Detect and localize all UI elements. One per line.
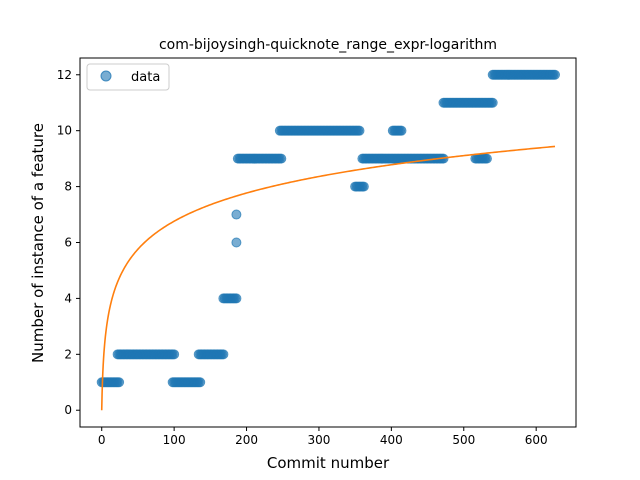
axes-frame — [79, 57, 577, 428]
y-tick-label: 6 — [64, 236, 72, 250]
y-tick-label: 2 — [64, 347, 72, 361]
legend-box — [86, 63, 170, 91]
data-point — [487, 97, 498, 108]
x-tick-label: 200 — [235, 433, 258, 447]
axis-ticks: 0 100 200 300 400 500 600 0 2 4 6 8 10 12 — [57, 68, 548, 447]
y-tick-label: 8 — [64, 180, 72, 194]
data-point — [396, 125, 407, 136]
x-tick-label: 100 — [163, 433, 186, 447]
x-axis-label: Commit number — [267, 454, 390, 472]
data-point — [169, 349, 180, 360]
data-point — [231, 293, 242, 304]
legend-marker-data — [100, 70, 112, 82]
y-tick-label: 12 — [57, 68, 72, 82]
x-tick-label: 300 — [307, 433, 330, 447]
data-point — [550, 69, 560, 80]
data-point — [481, 153, 492, 164]
y-tick-label: 0 — [64, 403, 72, 417]
data-point — [218, 349, 229, 360]
data-point — [231, 209, 242, 220]
data-point — [195, 377, 206, 388]
legend: data — [86, 63, 170, 91]
chart-title: com-bijoysingh-quicknote_range_expr-loga… — [159, 37, 497, 53]
data-point — [358, 181, 369, 192]
x-tick-label: 400 — [380, 433, 403, 447]
plot-area — [96, 69, 560, 411]
data-point — [114, 377, 125, 388]
data-point — [231, 237, 242, 248]
y-tick-label: 4 — [64, 291, 72, 305]
legend-label-data: data — [131, 70, 160, 85]
x-tick-label: 500 — [452, 433, 475, 447]
x-tick-label: 600 — [525, 433, 548, 447]
y-tick-label: 10 — [57, 124, 72, 138]
data-point — [276, 153, 287, 164]
fit-line — [100, 145, 556, 411]
y-axis-label: Number of instance of a feature — [29, 123, 47, 363]
data-point — [354, 125, 365, 136]
x-tick-label: 0 — [98, 433, 106, 447]
